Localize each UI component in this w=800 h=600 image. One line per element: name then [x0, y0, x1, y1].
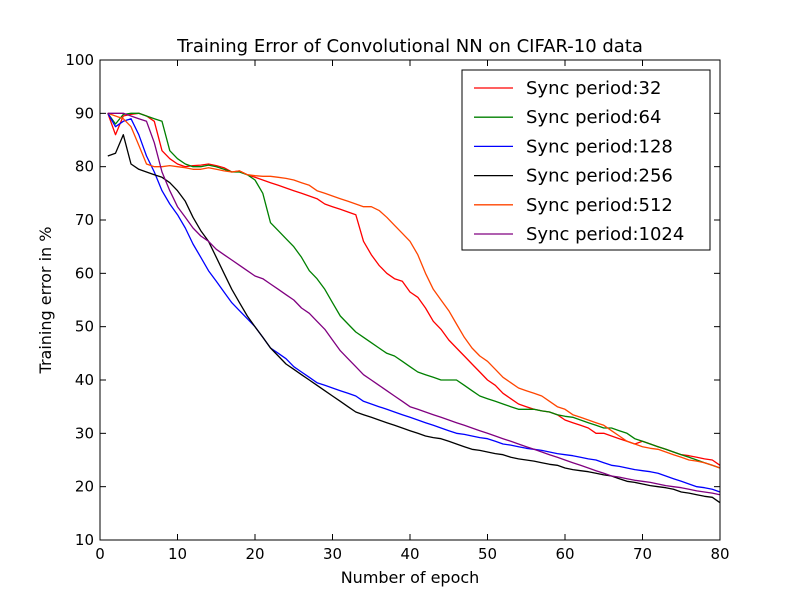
x-tick-label-7: 70	[633, 545, 652, 563]
y-tick-label-8: 90	[75, 104, 94, 122]
y-tick-label-7: 80	[75, 158, 94, 176]
series-line-4	[107, 112, 721, 469]
legend-label-3: Sync period:256	[526, 166, 673, 187]
legend-frame	[461, 69, 711, 251]
y-tick-label-5: 60	[75, 264, 94, 282]
y-tick-label-2: 30	[75, 424, 94, 442]
x-tick-label-1: 10	[168, 545, 187, 563]
legend-label-1: Sync period:64	[526, 107, 661, 128]
x-axis-label: Number of epoch	[341, 568, 480, 587]
legend-label-5: Sync period:1024	[526, 224, 684, 245]
series-line-1	[107, 112, 721, 469]
y-tick-label-4: 50	[75, 318, 94, 336]
legend: Sync period:32 Sync period:64 Sync period:…	[461, 69, 711, 251]
y-tick-label-6: 70	[75, 211, 94, 229]
y-tick-label-3: 40	[75, 371, 94, 389]
y-tick-label-1: 20	[75, 478, 94, 496]
series-line-0	[107, 112, 721, 466]
x-tick-label-8: 80	[710, 545, 729, 563]
legend-label-4: Sync period:512	[526, 195, 673, 216]
legend-label-2: Sync period:128	[526, 136, 673, 157]
x-tick-label-6: 60	[555, 545, 574, 563]
series-line-5	[107, 112, 721, 496]
y-tick-label-9: 100	[65, 51, 94, 69]
x-tick-label-4: 40	[400, 545, 419, 563]
series-layer	[107, 112, 721, 504]
x-tick-label-2: 20	[245, 545, 264, 563]
series-line-2	[107, 112, 721, 493]
y-tick-label-0: 10	[75, 531, 94, 549]
x-tick-label-5: 50	[478, 545, 497, 563]
x-tick-label-0: 0	[95, 545, 105, 563]
legend-label-0: Sync period:32	[526, 78, 661, 99]
y-axis-label: Training error in %	[36, 227, 55, 375]
x-tick-label-3: 30	[323, 545, 342, 563]
series-line-3	[107, 134, 721, 504]
chart-title: Training Error of Convolutional NN on CI…	[176, 36, 643, 57]
